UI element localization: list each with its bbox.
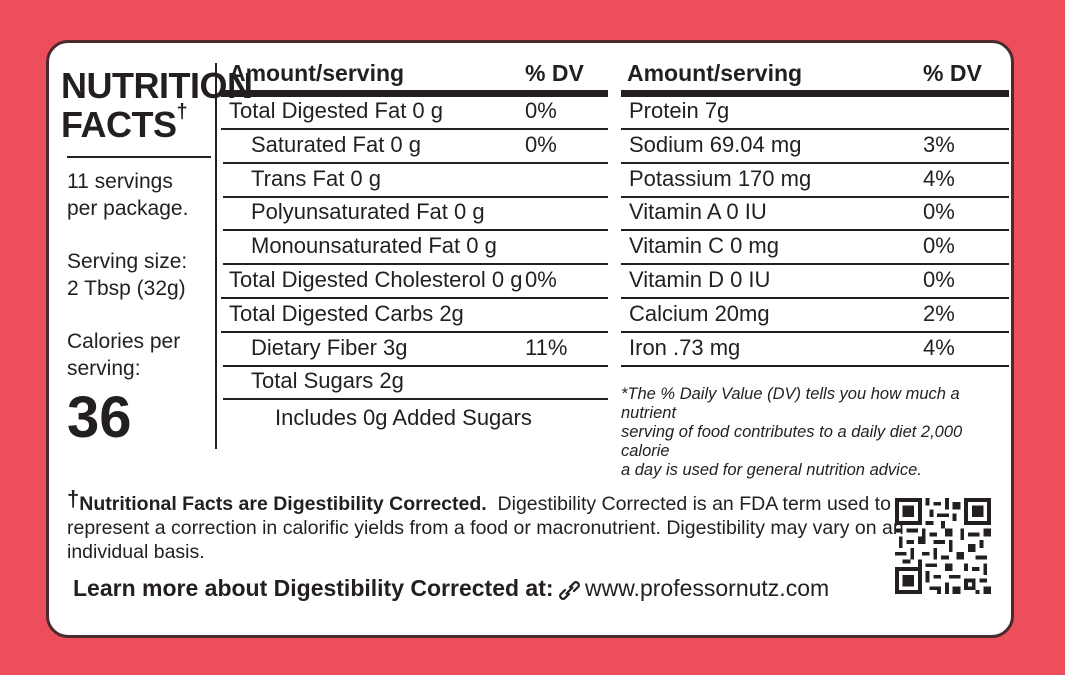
right-row-name: Vitamin C 0 mg <box>629 233 779 259</box>
left-row-dv: 0% <box>525 131 557 157</box>
left-divider <box>67 156 211 158</box>
right-header-rule <box>621 90 1009 97</box>
right-row-divider <box>621 297 1009 299</box>
right-row-divider <box>621 263 1009 266</box>
right-row-dv: 2% <box>923 300 955 326</box>
left-row-divider <box>223 398 608 401</box>
title-line-1: NUTRITION <box>61 65 253 106</box>
left-header-rule <box>221 90 608 97</box>
column-divider <box>215 63 217 449</box>
right-row-divider <box>621 128 1009 130</box>
daily-value-footnote: *The % Daily Value (DV) tells you how mu… <box>621 385 963 479</box>
left-row-name: Monounsaturated Fat 0 g <box>251 233 497 259</box>
left-row-name: Saturated Fat 0 g <box>251 131 421 157</box>
footer-dagger: † <box>67 486 80 511</box>
left-header-dv: % DV <box>525 60 584 86</box>
qr-code-icon[interactable] <box>895 498 991 594</box>
link-icon <box>559 581 580 600</box>
learn-more-label: Learn more about Digestibility Corrected… <box>73 575 554 601</box>
right-row-name: Iron .73 mg <box>629 334 741 360</box>
left-row-divider <box>223 364 608 367</box>
right-row-divider <box>621 364 1009 367</box>
left-row-divider <box>223 263 608 266</box>
title-dagger: † <box>176 101 188 123</box>
digestibility-bold: Nutritional Facts are Digestibility Corr… <box>79 493 487 515</box>
nutrition-facts-title: NUTRITION FACTS† <box>61 65 253 143</box>
right-row-divider <box>621 161 1009 164</box>
calories-label: Calories per serving: <box>67 330 181 380</box>
right-row-dv: 0% <box>923 233 955 259</box>
calories-value: 36 <box>67 385 132 450</box>
right-row-dv: 4% <box>923 165 955 191</box>
left-row-name: Total Digested Fat 0 g <box>229 98 444 123</box>
right-row-name: Potassium 170 mg <box>629 165 812 191</box>
right-row-divider <box>621 330 1009 333</box>
right-row-dv: 0% <box>923 267 955 292</box>
right-row-name: Vitamin D 0 IU <box>629 267 771 292</box>
left-row-name: Trans Fat 0 g <box>251 165 382 191</box>
left-row-dv: 11% <box>525 334 568 360</box>
left-row-divider <box>223 229 608 232</box>
left-row-dv: 0% <box>525 267 557 292</box>
right-row-name: Calcium 20mg <box>629 300 770 326</box>
right-row-dv: 3% <box>923 131 955 157</box>
title-line-2: FACTS <box>61 104 177 145</box>
right-row-divider <box>621 229 1009 232</box>
website-link[interactable]: www.professornutz.com <box>585 575 830 601</box>
nutrition-label-card: NUTRITION FACTS† 11 servings per package… <box>46 40 1014 638</box>
serving-size: Serving size: 2 Tbsp (32g) <box>67 250 188 300</box>
left-row-name: Total Sugars 2g <box>251 368 404 394</box>
servings-per-package: 11 servings per package. <box>67 170 189 220</box>
digestibility-note: †Nutritional Facts are Digestibility Cor… <box>67 486 904 564</box>
added-sugars-line: Includes 0g Added Sugars <box>275 405 532 430</box>
right-row-name: Vitamin A 0 IU <box>629 199 767 225</box>
left-row-divider <box>221 297 608 299</box>
left-row-divider <box>221 128 608 130</box>
left-row-divider <box>223 161 608 164</box>
left-header-amount: Amount/serving <box>229 60 405 86</box>
left-row-dv: 0% <box>525 98 557 123</box>
right-row-divider <box>621 195 1009 198</box>
left-row-name: Total Digested Cholesterol 0 g <box>229 267 523 292</box>
right-header-dv: % DV <box>923 60 982 86</box>
left-row-divider <box>221 330 608 333</box>
left-row-name: Polyunsaturated Fat 0 g <box>251 199 485 225</box>
right-row-dv: 4% <box>923 334 955 360</box>
right-row-name: Protein 7g <box>629 98 730 123</box>
right-header-amount: Amount/serving <box>627 60 803 86</box>
left-row-divider <box>223 195 608 198</box>
right-row-dv: 0% <box>923 199 955 225</box>
right-row-name: Sodium 69.04 mg <box>629 131 802 157</box>
left-row-name: Total Digested Carbs 2g <box>229 300 464 326</box>
left-row-name: Dietary Fiber 3g <box>251 334 408 360</box>
